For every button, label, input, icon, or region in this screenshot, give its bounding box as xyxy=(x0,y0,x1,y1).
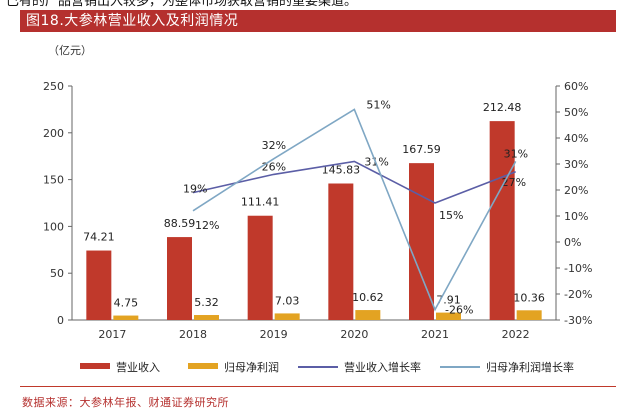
revenue-growth-data-label: 19% xyxy=(183,183,207,196)
left-tick-label: 150 xyxy=(43,174,64,187)
data-source: 数据来源：大参林年报、财通证券研究所 xyxy=(22,396,229,409)
revenue-growth-data-label: 31% xyxy=(364,155,388,168)
revenue-data-label: 88.59 xyxy=(164,217,196,230)
profit-growth-data-label: 12% xyxy=(195,219,219,232)
revenue-data-label: 111.41 xyxy=(241,196,280,209)
profit-growth-data-label: 31% xyxy=(504,147,528,160)
right-tick-label: -10% xyxy=(564,262,592,275)
right-tick-label: -30% xyxy=(564,314,592,327)
legend-label: 归母净利润 xyxy=(224,360,279,374)
x-tick-label: 2018 xyxy=(179,328,207,341)
right-tick-label: 60% xyxy=(564,80,588,93)
profit-data-label: 10.36 xyxy=(513,291,545,304)
revenue-data-label: 74.21 xyxy=(83,231,115,244)
left-tick-label: 200 xyxy=(43,127,64,140)
revenue-bar xyxy=(167,237,192,320)
revenue-profit-chart: （亿元） 0 50 100 150 200 250 -30% -20% -10% 0% 10% 20% 3… xyxy=(43,44,592,374)
right-tick-label: -20% xyxy=(564,288,592,301)
profit-data-label: 7.03 xyxy=(275,294,300,307)
left-tick-label: 0 xyxy=(57,314,64,327)
profit-growth-line xyxy=(192,108,517,312)
profit-data-label: 10.62 xyxy=(352,291,384,304)
revenue-data-label: 212.48 xyxy=(483,101,522,114)
right-tick-label: 20% xyxy=(564,184,588,197)
x-tick-label: 2020 xyxy=(340,328,368,341)
revenue-bar xyxy=(409,163,434,320)
profit-bar xyxy=(194,315,219,320)
profit-growth-data-label: -26% xyxy=(445,304,473,317)
left-tick-label: 50 xyxy=(50,267,64,280)
legend-label: 营业收入增长率 xyxy=(344,360,421,374)
revenue-bar xyxy=(86,250,112,320)
x-tick-label: 2022 xyxy=(502,328,530,341)
x-tick-label: 2021 xyxy=(421,328,449,341)
legend-swatch xyxy=(80,363,110,369)
profit-bar xyxy=(113,315,139,320)
left-tick-label: 250 xyxy=(43,80,64,93)
unit-label: （亿元） xyxy=(48,44,92,57)
legend-label: 营业收入 xyxy=(116,360,160,374)
truncated-top-text: 已有的产品营销出入较多，为整体市场获取营销的重要渠道。 xyxy=(6,0,358,9)
x-tick-label: 2017 xyxy=(98,328,126,341)
profit-data-label: 5.32 xyxy=(194,296,219,309)
legend-swatch xyxy=(188,363,218,369)
right-tick-label: 50% xyxy=(564,106,588,119)
profit-bar xyxy=(436,312,461,320)
profit-data-label: 4.75 xyxy=(114,297,139,310)
revenue-bar xyxy=(247,215,273,320)
profit-growth-data-label: 51% xyxy=(366,98,390,111)
revenue-data-label: 145.83 xyxy=(322,164,361,177)
figure-title: 图18.大参林营业收入及利润情况 xyxy=(20,10,616,32)
x-tick-label: 2019 xyxy=(260,328,288,341)
profit-bar xyxy=(516,310,542,320)
legend-label: 归母净利润增长率 xyxy=(486,360,574,374)
right-tick-label: 40% xyxy=(564,132,588,145)
right-tick-label: 30% xyxy=(564,158,588,171)
right-tick-label: 10% xyxy=(564,210,588,223)
revenue-growth-data-label: 26% xyxy=(262,160,286,173)
revenue-growth-line xyxy=(192,160,516,204)
revenue-growth-data-label: 15% xyxy=(439,209,463,222)
left-tick-label: 100 xyxy=(43,220,64,233)
profit-bar xyxy=(274,313,300,320)
chart-container: （亿元） 0 50 100 150 200 250 -30% -20% -10% 0% 10% 20% 3… xyxy=(20,32,616,387)
revenue-growth-data-label: 27% xyxy=(502,176,526,189)
profit-bar xyxy=(355,310,381,320)
revenue-data-label: 167.59 xyxy=(402,143,441,156)
right-tick-label: 0% xyxy=(564,236,581,249)
profit-growth-data-label: 32% xyxy=(262,139,286,152)
revenue-bar xyxy=(489,121,515,321)
revenue-bar xyxy=(328,183,354,320)
